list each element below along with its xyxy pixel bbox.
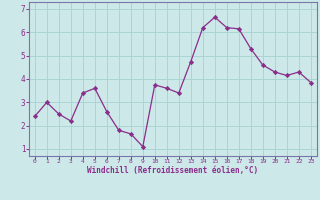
- X-axis label: Windchill (Refroidissement éolien,°C): Windchill (Refroidissement éolien,°C): [87, 166, 258, 175]
